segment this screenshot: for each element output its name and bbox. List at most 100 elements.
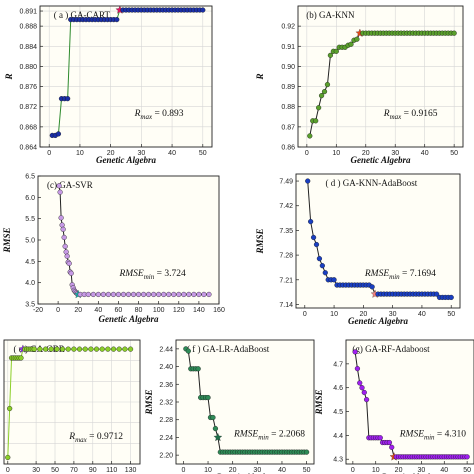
- data-point: [324, 81, 331, 88]
- x-tick-label: 20: [362, 150, 370, 157]
- data-point: [63, 249, 69, 255]
- data-point: [135, 291, 142, 298]
- y-axis-label: R: [4, 73, 14, 80]
- y-tick-label: 0.91: [281, 44, 295, 51]
- x-axis-label: Genetic Algebra: [96, 155, 156, 165]
- data-point: [181, 291, 187, 298]
- data-point: [57, 189, 63, 195]
- data-point: [166, 291, 172, 298]
- series-group: [56, 183, 212, 299]
- x-tick-label: 30: [391, 150, 399, 157]
- data-point: [322, 270, 328, 276]
- data-point: [210, 414, 216, 421]
- chart-panel-4: 0 10 20 30 40 50 7.14 7.21 7.28 7.35 7.42 7.49 Genet…: [255, 173, 461, 326]
- y-tick-label: 4.5: [333, 409, 343, 416]
- optimum-annotation: Rmax = 0.9165: [383, 109, 438, 121]
- data-point: [386, 439, 393, 446]
- x-tick-label: 20: [229, 467, 237, 474]
- x-tick-label: 20: [74, 307, 82, 314]
- y-tick-label: 2.36: [159, 382, 173, 389]
- data-point: [369, 284, 375, 290]
- data-point: [318, 93, 325, 99]
- chart-panel-7: 0 10 20 30 40 50 4.3 4.4 4.5 4.6 4.7 Genetic Algebr…: [314, 339, 474, 474]
- data-point: [5, 454, 11, 461]
- data-point: [348, 41, 354, 47]
- data-point: [90, 291, 96, 298]
- data-point: [60, 226, 66, 232]
- data-point: [200, 7, 206, 13]
- x-tick-label: 0: [181, 467, 185, 474]
- data-point: [7, 405, 13, 412]
- data-point: [319, 263, 325, 269]
- x-tick-label: 0: [303, 311, 307, 318]
- data-point: [37, 346, 43, 352]
- data-point: [433, 291, 440, 297]
- data-point: [354, 366, 361, 372]
- data-point: [125, 291, 132, 298]
- x-axis-label: Genetic Algebra: [99, 314, 159, 324]
- y-axis-label: RMSE: [314, 389, 324, 415]
- x-axis-label: Genetic Algebra: [351, 155, 411, 165]
- y-tick-label: 7.42: [279, 203, 293, 210]
- plot-area: [38, 176, 219, 304]
- y-tick-label: 2.44: [159, 346, 173, 353]
- x-tick-label: 120: [173, 307, 185, 314]
- y-tick-label: 2.28: [159, 417, 173, 424]
- y-tick-label: 7.49: [279, 179, 293, 186]
- optimum-annotation: Rmax = 0.9712: [68, 432, 123, 444]
- x-tick-label: 40: [94, 307, 102, 314]
- series-group: [183, 346, 310, 455]
- x-tick-label: 10: [330, 311, 338, 318]
- data-point: [316, 105, 322, 111]
- x-tick-label: 30: [253, 467, 261, 474]
- x-tick-label: 50: [303, 467, 311, 474]
- series-group: [5, 344, 134, 461]
- data-point: [71, 346, 77, 352]
- data-point: [191, 291, 197, 298]
- x-tick-label: 60: [115, 307, 123, 314]
- y-tick-label: 0.88: [281, 104, 295, 111]
- optimum-annotation: RMSEmin = 3.724: [118, 269, 186, 281]
- y-tick-label: 0.90: [281, 64, 295, 71]
- y-tick-label: 6.5: [25, 174, 35, 181]
- data-point: [305, 178, 311, 184]
- y-tick-label: 4.4: [333, 433, 343, 440]
- y-tick-label: 0.86: [281, 145, 295, 152]
- x-tick-label: 20: [359, 311, 367, 318]
- data-point: [161, 291, 167, 298]
- y-tick-label: 0.888: [19, 24, 37, 31]
- y-axis-label: RMSE: [144, 389, 154, 415]
- data-point: [361, 389, 367, 396]
- data-point: [186, 291, 192, 298]
- data-point: [105, 346, 111, 352]
- data-point: [363, 397, 370, 403]
- data-point: [195, 366, 201, 372]
- data-point: [31, 346, 37, 352]
- data-point: [176, 291, 182, 298]
- y-tick-label: 7.14: [279, 302, 293, 309]
- chart-panel-6: 0 10 20 30 40 50 2.20 2.24 2.28 2.32 2.36 2.40 2.44 G…: [144, 339, 315, 474]
- y-tick-label: 4.7: [333, 361, 343, 368]
- y-tick-label: 4.0: [25, 280, 35, 287]
- x-tick-label: 0: [47, 150, 51, 157]
- plot-frame: [295, 173, 461, 309]
- data-point: [156, 291, 162, 298]
- y-tick-label: 0.872: [19, 104, 37, 111]
- chart-panel-1: 0 10 20 30 40 50 0.864 0.868 0.872 0.876 0.880 0.88…: [4, 5, 213, 165]
- data-point: [377, 435, 383, 441]
- x-tick-label: 10: [204, 467, 212, 474]
- y-tick-label: 0.87: [281, 124, 295, 131]
- data-point: [313, 241, 320, 248]
- series-group: [49, 6, 206, 139]
- data-point: [42, 346, 49, 352]
- y-tick-label: 6.0: [25, 195, 35, 202]
- data-point: [389, 444, 395, 450]
- data-point: [451, 30, 457, 36]
- data-point: [18, 355, 24, 361]
- x-tick-label: 40: [168, 150, 176, 157]
- x-tick-label: 110: [106, 467, 117, 474]
- x-axis-label: Genetic Algebra: [215, 472, 275, 474]
- plot-area: [296, 174, 460, 308]
- best-point-marker: [213, 432, 223, 442]
- series-group: [352, 349, 470, 461]
